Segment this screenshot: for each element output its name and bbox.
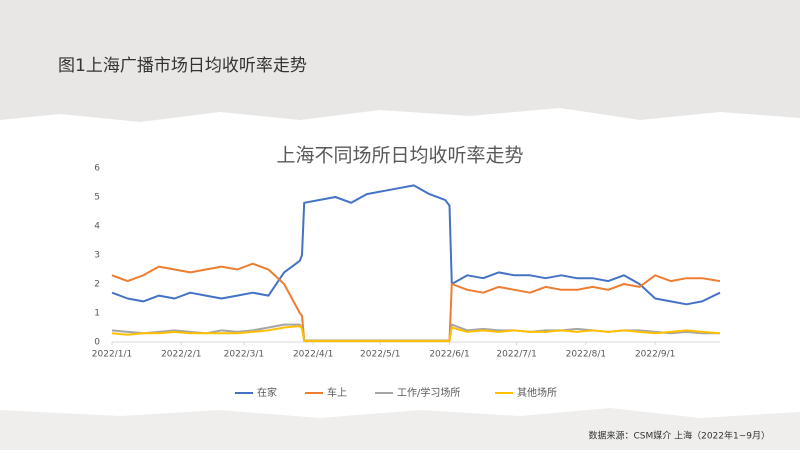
y-tick-label: 5: [94, 193, 100, 203]
x-tick-label: 2022/9/1: [635, 350, 675, 360]
torn-paper-top: [0, 0, 800, 122]
x-tick-label: 2022/5/1: [360, 350, 400, 360]
legend-label: 工作/学习场所: [397, 386, 460, 399]
y-tick-label: 4: [94, 222, 100, 232]
y-tick-label: 1: [94, 309, 100, 319]
x-tick-label: 2022/7/1: [496, 350, 536, 360]
x-tick-label: 2022/1/1: [92, 350, 132, 360]
y-tick-label: 0: [94, 338, 100, 348]
y-tick-label: 2: [94, 280, 100, 290]
y-tick-label: 6: [94, 164, 100, 174]
source-note: 数据来源：CSM媒介 上海（2022年1~9月）: [588, 430, 770, 442]
x-tick-label: 2022/2/1: [161, 350, 201, 360]
caption: 图1上海广播市场日均收听率走势: [58, 56, 307, 76]
series-line: [111, 184, 721, 306]
legend-label: 车上: [327, 386, 347, 399]
x-tick-label: 2022/4/1: [293, 350, 333, 360]
x-tick-label: 2022/3/1: [224, 350, 264, 360]
y-tick-label: 3: [94, 251, 100, 261]
legend-label: 其他场所: [517, 386, 557, 399]
x-tick-label: 2022/6/1: [429, 350, 469, 360]
legend-label: 在家: [257, 386, 277, 399]
series-line: [111, 325, 721, 343]
chart-title: 上海不同场所日均收听率走势: [276, 145, 523, 167]
x-tick-label: 2022/8/1: [566, 350, 606, 360]
torn-paper-bottom: [0, 408, 800, 450]
